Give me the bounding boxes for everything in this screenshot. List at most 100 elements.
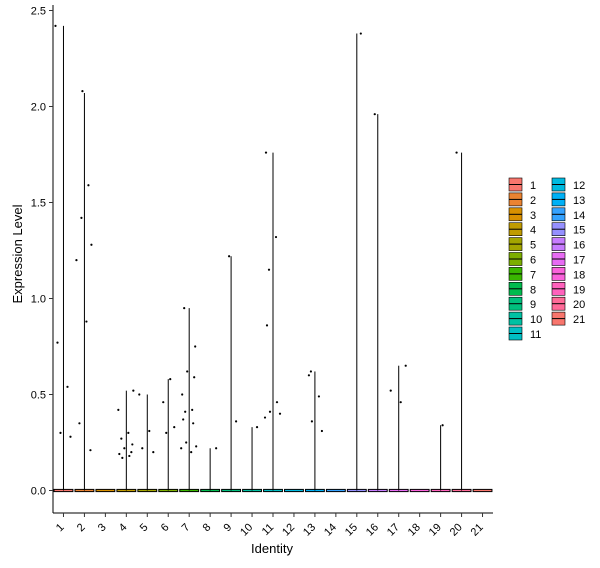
point-6 xyxy=(162,401,165,404)
point-5 xyxy=(152,451,155,454)
point-11 xyxy=(278,412,282,415)
x-tick-label: 17 xyxy=(385,521,402,538)
point-7 xyxy=(185,441,188,444)
legend-item-3: 3 xyxy=(508,207,536,222)
point-11 xyxy=(265,324,269,327)
legend-label-20: 20 xyxy=(573,299,585,311)
x-tick-label: 15 xyxy=(343,521,360,538)
point-11 xyxy=(268,410,272,413)
x-tick-label: 10 xyxy=(238,521,255,538)
x-tick-label: 13 xyxy=(301,521,318,538)
legend-item-11: 11 xyxy=(508,326,541,341)
x-tick-label: 14 xyxy=(322,521,339,538)
legend-label-19: 19 xyxy=(573,284,585,296)
legend-item-18: 18 xyxy=(551,267,585,281)
legend-label-16: 16 xyxy=(573,240,585,252)
point-1 xyxy=(54,24,57,27)
legend-label-4: 4 xyxy=(530,225,536,237)
point-4 xyxy=(127,431,130,434)
point-2 xyxy=(87,184,90,187)
legend-item-5: 5 xyxy=(508,237,536,252)
x-tick-label: 11 xyxy=(260,521,277,538)
point-2 xyxy=(80,216,83,219)
point-5 xyxy=(141,447,144,450)
point-7 xyxy=(181,393,184,396)
legend-item-19: 19 xyxy=(551,281,585,296)
legend-item-10: 10 xyxy=(508,311,542,326)
point-1 xyxy=(69,435,72,438)
point-13 xyxy=(320,429,324,433)
legend-item-21: 21 xyxy=(551,311,585,326)
point-7 xyxy=(186,370,189,373)
violin-3 xyxy=(95,488,116,493)
legend-item-1: 1 xyxy=(508,177,536,192)
legend-label-6: 6 xyxy=(530,255,536,267)
legend-label-9: 9 xyxy=(530,299,536,311)
x-tick-label: 21 xyxy=(469,521,486,538)
point-17 xyxy=(399,401,402,404)
y-tick-label: 0.0 xyxy=(31,486,46,498)
point-2 xyxy=(90,243,93,246)
point-8 xyxy=(215,447,218,450)
point-11 xyxy=(267,268,271,271)
legend-label-17: 17 xyxy=(573,255,585,267)
x-tick-label: 12 xyxy=(280,521,297,538)
x-tick-label: 6 xyxy=(159,521,172,534)
legend-item-8: 8 xyxy=(508,281,536,296)
x-tick-label: 1 xyxy=(54,521,67,534)
legend-label-1: 1 xyxy=(530,180,536,192)
y-tick-label: 1.0 xyxy=(31,294,46,306)
point-11 xyxy=(274,235,278,239)
point-7 xyxy=(195,445,198,448)
legend-label-13: 13 xyxy=(573,195,585,207)
point-4 xyxy=(121,456,124,459)
legend-item-13: 13 xyxy=(551,192,585,207)
point-2 xyxy=(78,422,81,425)
point-5 xyxy=(148,429,151,433)
y-tick-label: 0.5 xyxy=(31,390,46,402)
legend-item-4: 4 xyxy=(508,222,536,237)
point-9 xyxy=(227,255,231,258)
point-6 xyxy=(169,378,172,381)
violin-12 xyxy=(284,488,304,493)
point-13 xyxy=(310,420,314,423)
legend-label-14: 14 xyxy=(573,210,585,222)
point-7 xyxy=(191,408,194,411)
violin-21 xyxy=(472,488,493,493)
legend-label-18: 18 xyxy=(573,269,585,281)
legend-item-7: 7 xyxy=(508,267,536,281)
x-tick-label: 18 xyxy=(406,521,423,538)
x-tick-label: 19 xyxy=(427,521,444,538)
point-4 xyxy=(118,452,121,456)
point-7 xyxy=(180,447,183,450)
point-11 xyxy=(263,416,267,419)
legend-item-16: 16 xyxy=(551,237,585,252)
point-6 xyxy=(173,426,176,429)
x-axis: 1 2 3 4 5 6 7 8 9 10 11 12 13 14 15 16 17 18 19 20 21 xyxy=(53,512,493,539)
x-tick-label: 9 xyxy=(222,521,235,534)
legend-item-2: 2 xyxy=(508,192,536,207)
legend-item-6: 6 xyxy=(508,252,536,267)
point-2 xyxy=(85,320,88,323)
point-11 xyxy=(264,151,268,154)
point-10 xyxy=(255,426,259,429)
x-tick-label: 3 xyxy=(96,521,109,534)
point-13 xyxy=(317,395,321,398)
legend-label-8: 8 xyxy=(530,284,536,296)
y-tick-label: 1.5 xyxy=(31,198,46,210)
point-1 xyxy=(56,341,59,344)
legend-item-20: 20 xyxy=(551,296,585,311)
legend-label-5: 5 xyxy=(530,240,536,252)
point-4 xyxy=(130,451,133,454)
point-2 xyxy=(89,449,92,452)
y-tick-label: 2.5 xyxy=(31,6,46,18)
x-tick-label: 7 xyxy=(180,521,193,534)
violin-14 xyxy=(325,488,346,493)
x-tick-label: 16 xyxy=(364,521,381,538)
x-tick-label: 4 xyxy=(117,521,130,534)
point-6 xyxy=(165,431,168,434)
point-5 xyxy=(138,393,141,396)
legend-item-17: 17 xyxy=(551,252,585,267)
legend-label-11: 11 xyxy=(530,329,541,341)
